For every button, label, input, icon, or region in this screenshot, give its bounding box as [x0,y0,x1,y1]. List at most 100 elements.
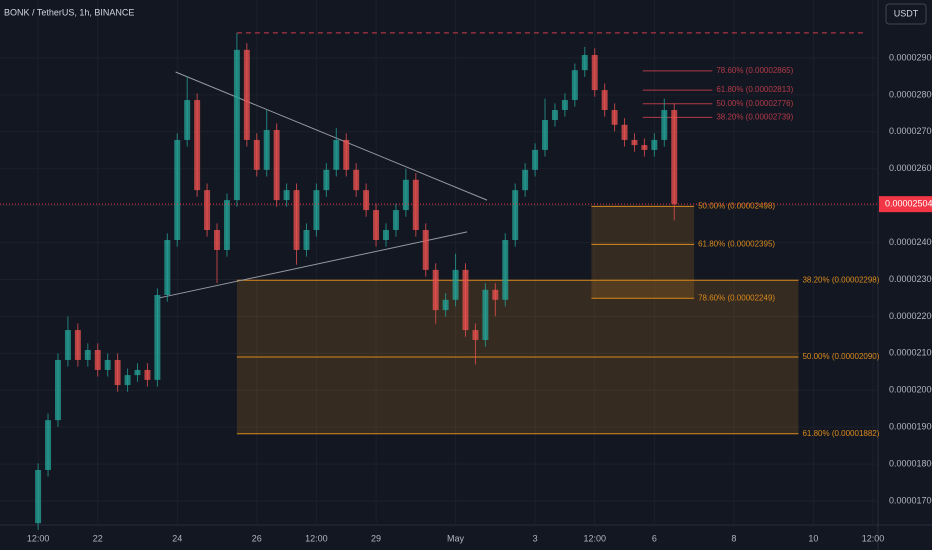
candle-body [641,145,648,150]
x-tick-label: 26 [252,533,262,543]
candle-body [502,239,509,300]
candle-body [263,129,270,170]
y-tick-label: 0.00001900 [889,422,932,432]
trendline [175,71,488,201]
x-tick-label: 24 [172,533,182,543]
candle-body [442,299,449,311]
candle-body [54,359,61,421]
y-tick-label: 0.00002300 [889,274,932,284]
currency-button[interactable] [885,3,927,25]
candle-body [651,139,658,150]
candle-body [243,49,250,140]
candle-body [104,359,111,370]
fib-label: 38.20% (0.00002298) [802,275,879,284]
candle-body [273,129,280,201]
chart-title: BONK / TetherUS, 1h, BINANCE [4,7,134,17]
candle-body [472,330,479,341]
last-price-box [879,196,932,213]
candle-body [412,179,419,231]
y-tick-label: 0.00001800 [889,458,932,468]
candle-body [551,110,558,120]
candle-body [402,179,409,211]
candle-body [64,330,71,360]
candle-body [363,190,370,211]
candle-body [581,55,588,71]
candle-body [482,289,489,341]
candle-body [35,469,42,524]
candle-body [571,70,578,101]
y-tick-label: 0.00002400 [889,237,932,247]
fib-label: 50.00% (0.00002498) [698,201,775,210]
candle-body [492,289,499,300]
y-tick-label: 0.00002100 [889,348,932,358]
candle-body [532,149,539,170]
y-tick-label: 0.00002900 [889,52,932,62]
candle-body [174,139,181,240]
candle-body [333,139,340,170]
fib-zone [591,206,695,299]
x-tick-label: 12:00 [305,533,328,543]
fib-label: 61.80% (0.00002395) [698,240,775,249]
candle-body [383,230,389,240]
candle-body [522,169,529,191]
candle-body [74,330,81,360]
candle-body [512,190,519,240]
candle-body [422,230,429,270]
candle-body [432,269,439,311]
fib-label: 61.80% (0.00002813) [716,85,793,94]
candle-body [601,90,608,111]
fib-label: 78.60% (0.00002249) [698,293,775,302]
candle-body [194,100,201,191]
candle-body [611,110,618,125]
x-tick-label: 3 [533,533,538,543]
y-tick-label: 0.00002700 [889,126,932,136]
candle-body [144,369,151,380]
candle-body [164,239,171,295]
candle-body [134,369,141,376]
trendline [158,231,468,299]
candle-body [661,110,668,140]
y-tick-label: 0.00002800 [889,89,932,99]
candle-body [214,230,220,250]
candle-body [184,100,191,140]
candle-body [253,139,260,170]
candle-body [561,100,568,111]
candle-body [84,350,91,360]
candle-body [621,124,628,140]
fib-label: 78.60% (0.00002865) [716,66,793,75]
candle-body [542,119,549,150]
candle-body [283,190,290,201]
y-tick-label: 0.00002600 [889,163,932,173]
candle-body [313,190,320,231]
candle-body [233,49,240,201]
candle-body [462,269,469,331]
candle-body [671,110,678,205]
x-tick-label: 6 [652,533,657,543]
y-tick-label: 0.00002200 [889,311,932,321]
candle-body [293,190,300,250]
candle-body [631,139,638,146]
candle-body [204,190,211,231]
y-tick-label: 0.00001700 [889,495,932,505]
candle-body [323,169,330,191]
fib-label: 38.20% (0.00002739) [716,113,793,122]
candle-body [373,210,380,240]
fib-label: 61.80% (0.00001882) [802,429,879,438]
currency-label[interactable]: USDT [894,8,919,18]
x-tick-label: 10 [808,533,818,543]
candle-body [154,294,161,380]
candle-body [94,350,101,370]
fib-label: 50.00% (0.00002090) [802,352,879,361]
candle-body [45,420,52,470]
x-tick-label: 22 [93,533,103,543]
candle-body [124,375,131,386]
candle-body [303,230,310,250]
candle-body [353,169,360,191]
candle-body [343,139,350,170]
x-tick-label: 12:00 [27,533,50,543]
candle-body [392,210,399,231]
candle-body [223,200,230,250]
